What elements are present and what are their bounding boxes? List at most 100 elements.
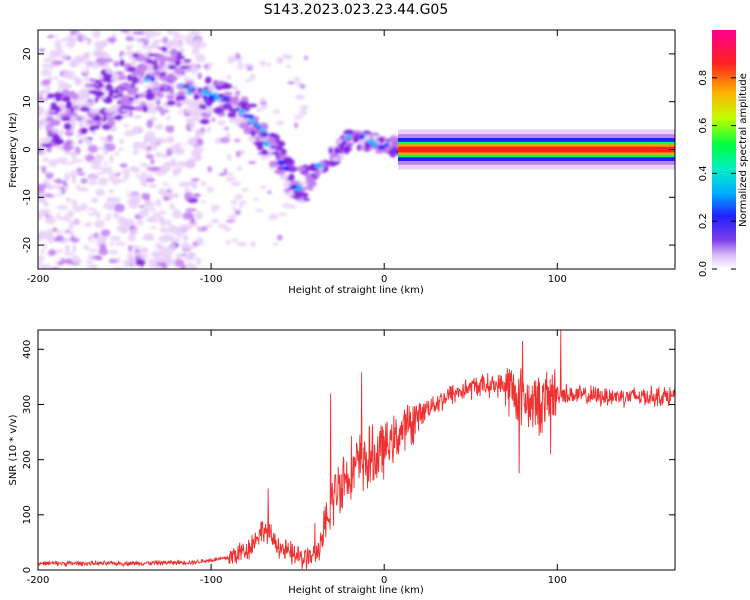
heatmap-cell xyxy=(91,165,103,170)
heatmap-cell xyxy=(56,204,68,210)
heatmap-cell xyxy=(135,40,144,49)
heatmap-cell xyxy=(174,59,182,65)
y-tick-label: -10 xyxy=(22,189,33,205)
heatmap-cell xyxy=(232,205,237,211)
heatmap-cell xyxy=(283,188,292,193)
heatmap-cell xyxy=(92,255,103,261)
heatmap-cell xyxy=(108,258,118,264)
heatmap-cell xyxy=(47,76,54,81)
heatmap-cell xyxy=(96,44,103,48)
heatmap-cell xyxy=(203,94,208,101)
heatmap-cell xyxy=(175,252,183,260)
heatmap-cell xyxy=(39,208,51,214)
heatmap-cell xyxy=(186,80,194,85)
heatmap-cell xyxy=(212,107,224,114)
spectrogram-xlabel: Height of straight line (km) xyxy=(288,285,424,296)
heatmap-cell xyxy=(87,192,97,198)
heatmap-cell xyxy=(65,102,73,110)
heatmap-cell xyxy=(62,96,71,102)
spectrogram-ylabel: Frequency (Hz) xyxy=(8,112,19,188)
heatmap-cell xyxy=(71,163,78,172)
heatmap-cell xyxy=(118,147,124,152)
heatmap-cell xyxy=(146,119,154,129)
heatmap-cell xyxy=(119,59,125,67)
heatmap-cell xyxy=(44,215,56,225)
heatmap-cell xyxy=(177,91,184,96)
heatmap-cell xyxy=(184,35,194,43)
heatmap-cell xyxy=(72,159,84,163)
snr-panel: -200 -100 0 100 0 100 200 300 400 Height of stra… xyxy=(8,329,676,596)
heatmap-cell xyxy=(48,249,56,256)
y-tick-label: 0 xyxy=(22,567,33,573)
heatmap-cell xyxy=(295,94,306,100)
heatmap-cell xyxy=(112,95,119,99)
heatmap-cell xyxy=(187,251,196,261)
heatmap-cell xyxy=(276,234,283,241)
heatmap-cell xyxy=(145,92,155,101)
heatmap-cell xyxy=(105,66,112,74)
heatmap-cell xyxy=(132,87,139,93)
heatmap-cell xyxy=(42,58,53,63)
heatmap-cell xyxy=(398,146,675,153)
heatmap-cell xyxy=(65,145,75,150)
heatmap-cell xyxy=(109,241,114,246)
heatmap-cell xyxy=(195,156,201,161)
heatmap-cell xyxy=(175,95,187,101)
heatmap-cell xyxy=(125,45,133,51)
heatmap-cell xyxy=(185,208,198,212)
heatmap-cell xyxy=(71,254,80,264)
heatmap-cell xyxy=(189,229,197,234)
heatmap-cell xyxy=(62,69,71,79)
heatmap-cell xyxy=(172,173,178,177)
heatmap-cell xyxy=(90,197,99,203)
heatmap-cell xyxy=(124,259,137,265)
heatmap-cell xyxy=(206,186,214,193)
heatmap-cell xyxy=(138,116,148,124)
heatmap-cell xyxy=(104,108,115,113)
heatmap-cell xyxy=(128,97,135,101)
heatmap-cell xyxy=(195,226,203,230)
heatmap-cell xyxy=(89,248,98,253)
heatmap-cell xyxy=(358,138,366,146)
heatmap-cell xyxy=(283,158,295,167)
heatmap-cell xyxy=(38,230,47,239)
heatmap-cell xyxy=(47,130,54,135)
heatmap-cell xyxy=(167,135,175,144)
heatmap-cell xyxy=(242,114,249,118)
heatmap-cell xyxy=(253,116,260,122)
heatmap-scatter xyxy=(38,30,553,269)
heatmap-cell xyxy=(195,210,203,220)
heatmap-cell xyxy=(75,31,82,36)
heatmap-cell xyxy=(260,185,266,190)
heatmap-cell xyxy=(95,188,106,197)
heatmap-cell xyxy=(80,202,88,211)
heatmap-cell xyxy=(165,119,177,126)
heatmap-cell xyxy=(253,197,260,201)
heatmap-cell xyxy=(220,137,231,144)
heatmap-cell xyxy=(86,119,96,124)
heatmap-cell xyxy=(159,216,166,225)
heatmap-cell xyxy=(189,41,201,48)
heatmap-cell xyxy=(132,153,144,159)
heatmap-cell xyxy=(89,78,96,83)
heatmap-cell xyxy=(291,194,302,199)
heatmap-cell xyxy=(274,146,284,151)
snr-series-line xyxy=(38,330,675,570)
figure-title: S143.2023.023.23.44.G05 xyxy=(264,2,449,18)
heatmap-cell xyxy=(101,211,108,220)
heatmap-cell xyxy=(111,165,121,175)
heatmap-cell xyxy=(346,129,354,134)
heatmap-cell xyxy=(123,171,130,180)
heatmap-cell xyxy=(63,252,75,256)
heatmap-cell xyxy=(165,124,176,133)
heatmap-cell xyxy=(162,195,170,201)
heatmap-cell xyxy=(299,84,306,89)
heatmap-cell xyxy=(45,181,52,189)
heatmap-cell xyxy=(101,95,107,100)
heatmap-cell xyxy=(328,161,340,166)
x-tick-label: 100 xyxy=(548,575,567,586)
heatmap-cell xyxy=(161,250,174,257)
colorbar-tick-label: 0.0 xyxy=(698,261,709,277)
y-tick-label: 200 xyxy=(22,450,33,469)
heatmap-cell xyxy=(151,227,158,235)
